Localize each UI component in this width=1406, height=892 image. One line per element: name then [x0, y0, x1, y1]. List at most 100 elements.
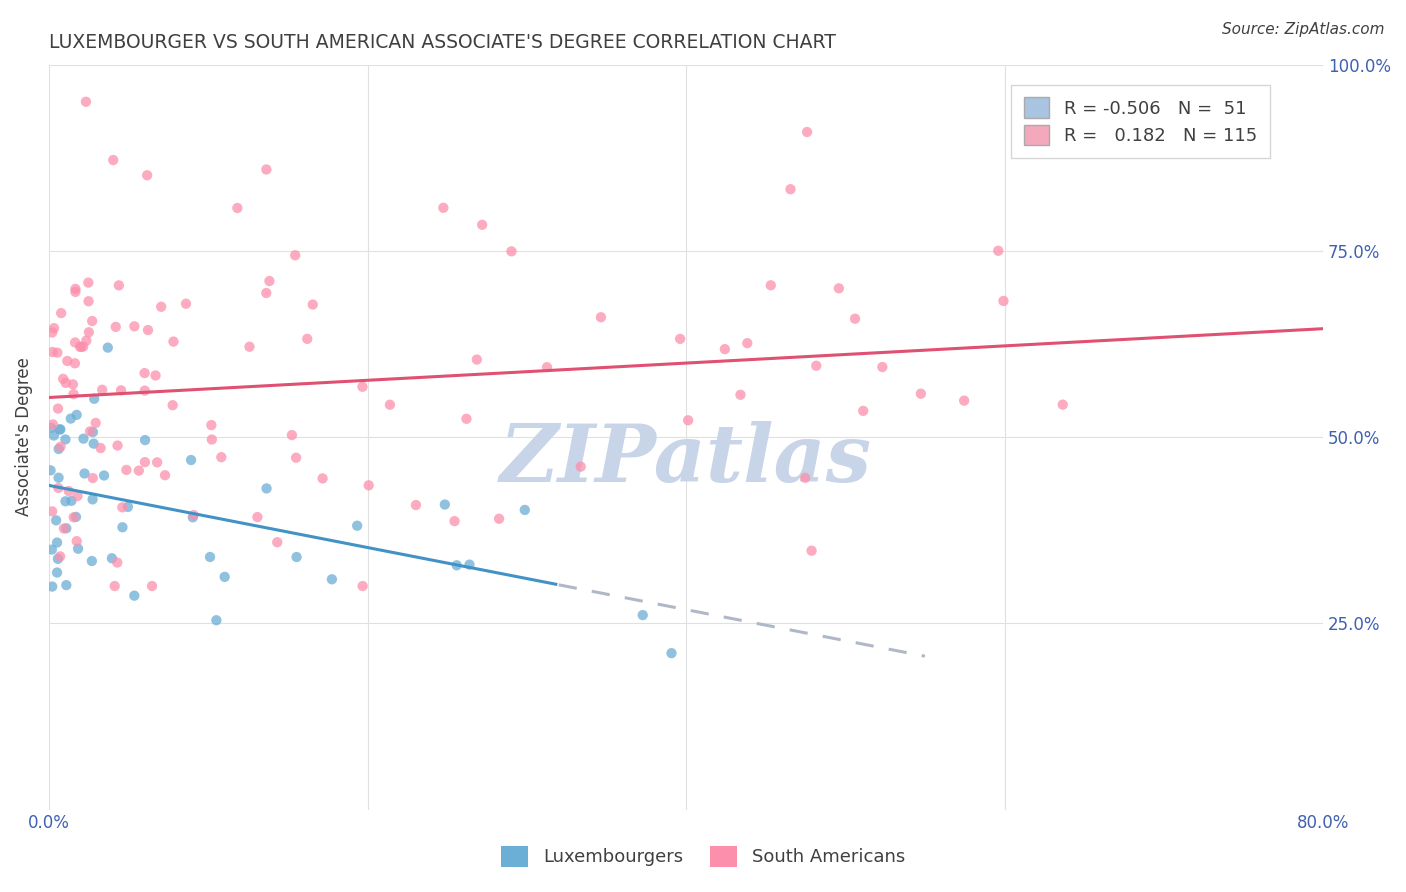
Point — [39, 421, 62, 435]
Point — [432, 201, 454, 215]
Point — [115, 463, 138, 477]
Point — [134, 384, 156, 398]
Text: LUXEMBOURGER VS SOUTH AMERICAN ASSOCIATE'S DEGREE CORRELATION CHART: LUXEMBOURGER VS SOUTH AMERICAN ASSOCIATE… — [49, 33, 835, 52]
Point — [134, 455, 156, 469]
Point — [79, 425, 101, 439]
Point — [352, 380, 374, 394]
Point — [311, 471, 333, 485]
Point — [46, 566, 69, 580]
Point — [66, 408, 89, 422]
Point — [146, 455, 169, 469]
Point — [93, 468, 115, 483]
Point — [910, 386, 932, 401]
Point — [134, 433, 156, 447]
Point — [55, 521, 77, 535]
Point — [82, 425, 104, 439]
Point — [41, 345, 63, 359]
Point — [41, 580, 63, 594]
Point — [48, 471, 70, 485]
Point — [238, 340, 260, 354]
Point — [55, 376, 77, 390]
Point — [77, 325, 100, 339]
Point — [82, 314, 104, 328]
Point — [104, 579, 127, 593]
Point — [55, 433, 77, 447]
Point — [779, 182, 801, 196]
Y-axis label: Associate's Degree: Associate's Degree — [15, 358, 32, 516]
Point — [70, 340, 93, 354]
Point — [844, 311, 866, 326]
Point — [471, 218, 494, 232]
Point — [631, 608, 654, 623]
Point — [82, 471, 104, 485]
Point — [266, 535, 288, 549]
Point — [72, 432, 94, 446]
Point — [446, 558, 468, 573]
Point — [107, 438, 129, 452]
Point — [141, 579, 163, 593]
Point — [872, 359, 894, 374]
Point — [136, 323, 159, 337]
Point — [346, 518, 368, 533]
Point — [39, 463, 62, 477]
Point — [162, 398, 184, 412]
Point — [49, 549, 72, 564]
Point — [51, 306, 73, 320]
Point — [65, 509, 87, 524]
Point — [83, 436, 105, 450]
Point — [108, 278, 131, 293]
Point — [41, 542, 63, 557]
Point — [73, 467, 96, 481]
Point — [75, 334, 97, 348]
Point — [214, 570, 236, 584]
Point — [987, 244, 1010, 258]
Point — [433, 498, 456, 512]
Point — [226, 201, 249, 215]
Point — [569, 459, 592, 474]
Legend: R = -0.506   N =  51, R =   0.182   N = 115: R = -0.506 N = 51, R = 0.182 N = 115 — [1011, 85, 1270, 158]
Point — [676, 413, 699, 427]
Point — [201, 433, 224, 447]
Point — [254, 285, 277, 300]
Point — [153, 468, 176, 483]
Point — [285, 549, 308, 564]
Point — [737, 336, 759, 351]
Point — [84, 416, 107, 430]
Point — [52, 521, 75, 535]
Point — [46, 345, 69, 359]
Point — [405, 498, 427, 512]
Point — [72, 340, 94, 354]
Point — [46, 401, 69, 416]
Point — [67, 541, 90, 556]
Point — [281, 428, 304, 442]
Point — [246, 510, 269, 524]
Point — [205, 613, 228, 627]
Point — [828, 281, 851, 295]
Point — [456, 412, 478, 426]
Point — [852, 404, 875, 418]
Point — [75, 95, 97, 109]
Point — [103, 153, 125, 167]
Point — [46, 551, 69, 566]
Point — [59, 411, 82, 425]
Point — [46, 481, 69, 495]
Point — [285, 450, 308, 465]
Point — [254, 162, 277, 177]
Point — [259, 274, 281, 288]
Point — [48, 423, 70, 437]
Point — [65, 285, 87, 299]
Point — [145, 368, 167, 383]
Point — [66, 489, 89, 503]
Point — [42, 321, 65, 335]
Point — [321, 572, 343, 586]
Point — [111, 520, 134, 534]
Point — [796, 125, 818, 139]
Point — [536, 360, 558, 375]
Point — [101, 551, 124, 566]
Point — [794, 471, 817, 485]
Point — [181, 510, 204, 524]
Point — [124, 589, 146, 603]
Point — [63, 335, 86, 350]
Point — [97, 341, 120, 355]
Point — [200, 418, 222, 433]
